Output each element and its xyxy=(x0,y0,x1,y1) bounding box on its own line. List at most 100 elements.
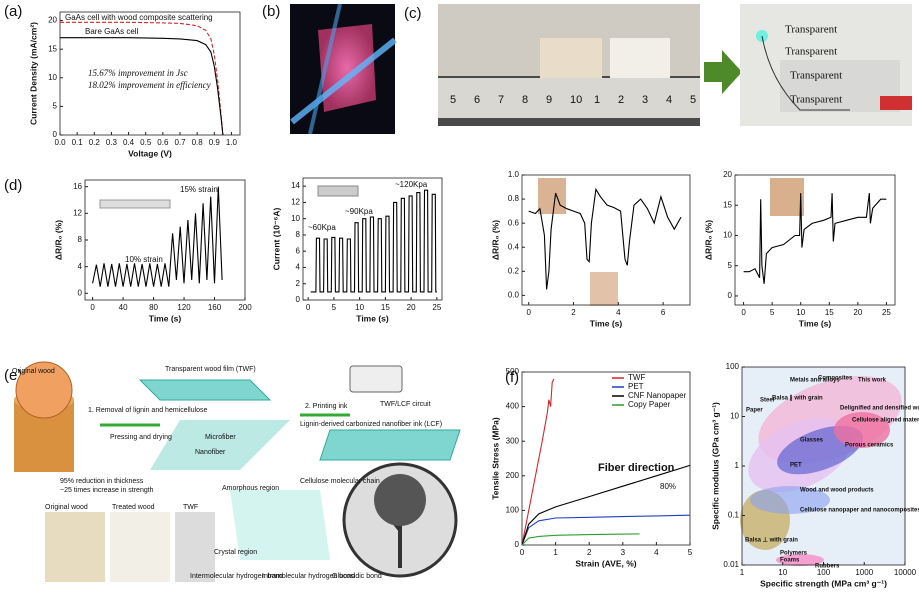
annotation: Glasses xyxy=(800,438,824,444)
y-tick-label: 400 xyxy=(506,402,520,411)
y-tick-label: 100 xyxy=(506,506,520,515)
annotation: Balsa ∥ with grain xyxy=(772,395,823,402)
x-tick-label: 4 xyxy=(616,308,621,317)
annotation: Cellulose aligned materials xyxy=(852,418,919,424)
x-tick-label: 25 xyxy=(882,308,891,317)
panel-label: (f) xyxy=(505,369,519,386)
x-tick-label: 160 xyxy=(208,303,222,312)
annotation: Balsa ⊥ with grain xyxy=(745,537,798,544)
diagram-text: Glucosidic bond xyxy=(332,573,382,580)
diagram-text: Lignin-derived carbonized nanofiber ink … xyxy=(300,421,442,428)
x-tick-label: 0.4 xyxy=(123,138,135,147)
ruler-number: 1 xyxy=(594,94,600,106)
photo-b xyxy=(290,3,397,135)
series-line xyxy=(60,21,224,136)
x-tick-label: 10 xyxy=(355,303,364,312)
photo-text: Transparent xyxy=(785,46,837,58)
x-tick-label: 0.1 xyxy=(72,138,84,147)
y-tick-label: 10 xyxy=(48,73,57,82)
annotation: ~90Kpa xyxy=(345,207,373,216)
x-tick-label: 0.2 xyxy=(89,138,101,147)
y-axis-label: Current Density (mA/cm²) xyxy=(28,22,38,125)
annotation: ~60Kpa xyxy=(308,223,336,232)
x-axis-label: Time (s) xyxy=(799,318,832,328)
y-tick-label: 8 xyxy=(78,235,83,244)
panel-label: (b) xyxy=(262,3,280,20)
diagram-text: Nanofiber xyxy=(195,449,226,456)
diagram-text: Amorphous region xyxy=(222,485,279,492)
photo-text: Transparent xyxy=(790,70,842,82)
legend-label: Copy Paper xyxy=(628,400,671,409)
x-tick-label: 5 xyxy=(332,303,337,312)
y-axis-label: ΔR/R₀ (%) xyxy=(703,220,713,260)
y-tick-label: 300 xyxy=(506,436,520,445)
x-tick-label: 5 xyxy=(770,308,775,317)
x-tick-label: 25 xyxy=(432,303,441,312)
x-tick-label: 15 xyxy=(825,308,834,317)
diagram-text: Intramolecular hydrogen bond xyxy=(262,573,355,580)
annotation: Paper xyxy=(746,408,763,414)
y-tick-label: 16 xyxy=(73,182,82,191)
plot-frame xyxy=(734,174,896,306)
series-line xyxy=(521,514,691,546)
series-line xyxy=(60,37,224,136)
y-tick-label: 0 xyxy=(728,291,733,300)
annotation: Polymers xyxy=(780,551,808,557)
y-tick-label: 20 xyxy=(723,170,732,179)
x-tick-label: 0 xyxy=(526,308,531,317)
annotation: 18.02% improvement in efficiency xyxy=(88,80,211,90)
x-tick-label: 0.3 xyxy=(106,138,118,147)
y-tick-label: 10 xyxy=(723,231,732,240)
diagram-text: TWF/LCF circuit xyxy=(380,401,431,408)
arrow xyxy=(704,50,742,94)
y-tick-label: 10 xyxy=(291,214,300,223)
annotation: Metals and alloys xyxy=(790,378,840,384)
y-tick-label: 12 xyxy=(291,198,300,207)
photo-inset xyxy=(538,178,566,214)
y-tick-label: 8 xyxy=(296,230,301,239)
annotation: 10% strain xyxy=(125,255,163,264)
diagram-text: 1. Removal of lignin and hemicellulose xyxy=(88,407,208,414)
illustration-e xyxy=(14,361,461,582)
ruler-number: 5 xyxy=(690,94,696,106)
y-tick-label: 10 xyxy=(730,412,739,421)
y-tick-label: 500 xyxy=(506,367,520,376)
y-tick-label: 1.0 xyxy=(508,170,520,179)
series-line xyxy=(521,533,640,546)
x-tick-label: 1 xyxy=(740,568,745,577)
x-tick-label: 2 xyxy=(587,548,592,557)
ruler-number: 9 xyxy=(546,94,552,106)
x-tick-label: 10000 xyxy=(894,568,917,577)
y-axis-label: ΔR/R₀ (%) xyxy=(490,220,500,260)
annotation: Fiber direction xyxy=(598,462,675,474)
legend-label: CNF Nanopaper xyxy=(628,391,687,400)
ruler-number: 8 xyxy=(522,94,528,106)
x-axis-label: Strain (AVE, %) xyxy=(575,558,636,568)
x-tick-label: 200 xyxy=(238,303,252,312)
diagram-text: Treated wood xyxy=(112,504,155,511)
annotation: Delignified and densified wood bulk mate… xyxy=(840,406,919,412)
y-tick-label: 0.0 xyxy=(508,290,520,299)
series-line xyxy=(521,378,555,546)
x-axis-label: Time (s) xyxy=(590,318,623,328)
x-tick-label: 0 xyxy=(306,303,311,312)
annotation: 80% xyxy=(660,482,676,491)
y-tick-label: 0.1 xyxy=(728,511,740,520)
y-axis-label: Tensile Stress (MPa) xyxy=(490,417,500,500)
x-tick-label: 120 xyxy=(177,303,191,312)
photo-c-circuit xyxy=(740,4,912,126)
y-tick-label: 0 xyxy=(515,540,520,549)
x-tick-label: 0.9 xyxy=(209,138,221,147)
press-sample xyxy=(317,185,359,197)
x-tick-label: 40 xyxy=(119,303,128,312)
ruler-number: 10 xyxy=(570,94,582,106)
panel-label: (c) xyxy=(404,5,422,22)
y-tick-label: 0 xyxy=(53,130,58,139)
diagram-text: Intermolecular hydrogen bond xyxy=(190,573,283,580)
strain-sample xyxy=(99,199,171,209)
annotation: This work xyxy=(858,378,887,384)
annotation: Cellulose nanopaper and nanocomposites xyxy=(800,508,919,514)
y-tick-label: 6 xyxy=(296,246,301,255)
ruler-number: 3 xyxy=(642,94,648,106)
